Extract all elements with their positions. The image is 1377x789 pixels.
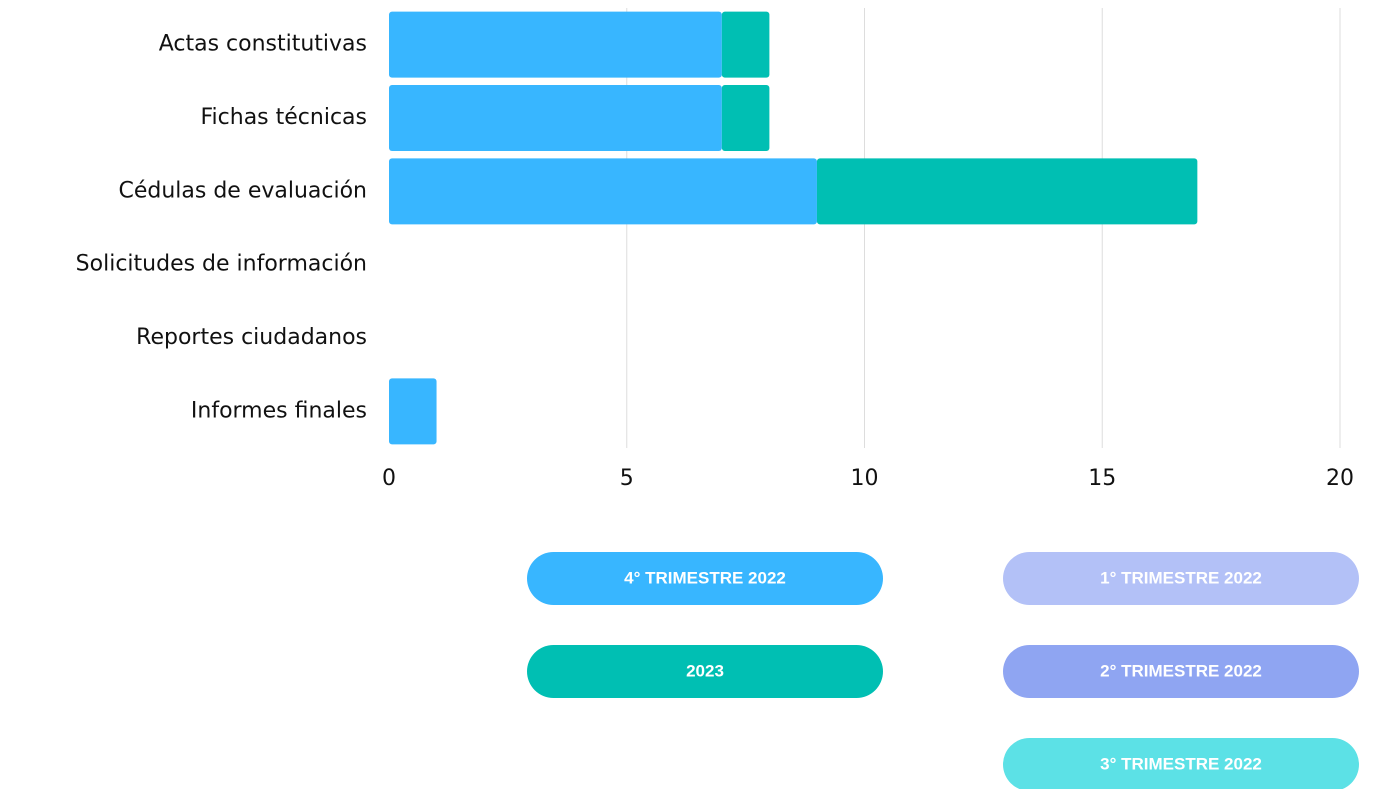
- category-label: Cédulas de evaluación: [118, 178, 367, 203]
- legend-label: 4° TRIMESTRE 2022: [624, 568, 786, 587]
- legend-label: 2° TRIMESTRE 2022: [1100, 661, 1262, 680]
- x-tick-label: 10: [851, 466, 879, 491]
- category-label: Actas constitutivas: [159, 32, 367, 57]
- legend-swatch: [527, 645, 883, 698]
- legend-label: 2023: [686, 661, 724, 680]
- legend-label: 3° TRIMESTRE 2022: [1100, 754, 1262, 773]
- x-tick-label: 5: [620, 466, 634, 491]
- x-tick-label: 0: [382, 466, 396, 491]
- legend-button[interactable]: 2023: [527, 645, 883, 698]
- bar-segment: [816, 158, 1198, 225]
- bar-segment: [721, 85, 770, 151]
- category-label: Fichas técnicas: [201, 105, 368, 130]
- category-label: Informes finales: [191, 398, 367, 423]
- legend-button[interactable]: 2° TRIMESTRE 2022: [1003, 645, 1359, 698]
- legend-swatch: [527, 552, 883, 605]
- x-tick-label: 20: [1326, 466, 1354, 491]
- bar-segment: [721, 11, 770, 78]
- legend-button[interactable]: 1° TRIMESTRE 2022: [1003, 552, 1359, 605]
- bar-segment: [389, 85, 722, 151]
- legend-label: 1° TRIMESTRE 2022: [1100, 568, 1262, 587]
- category-label: Reportes ciudadanos: [136, 325, 367, 350]
- x-tick-label: 15: [1088, 466, 1116, 491]
- legend-swatch: [1003, 552, 1359, 605]
- bar-segment: [389, 378, 437, 445]
- legend-button[interactable]: 3° TRIMESTRE 2022: [1003, 738, 1359, 789]
- legend-swatch: [1003, 738, 1359, 789]
- bar-segment: [389, 11, 722, 78]
- legend-swatch: [1003, 645, 1359, 698]
- bar-segment: [389, 158, 817, 225]
- legend-button[interactable]: 4° TRIMESTRE 2022: [527, 552, 883, 605]
- category-label: Solicitudes de información: [76, 252, 367, 277]
